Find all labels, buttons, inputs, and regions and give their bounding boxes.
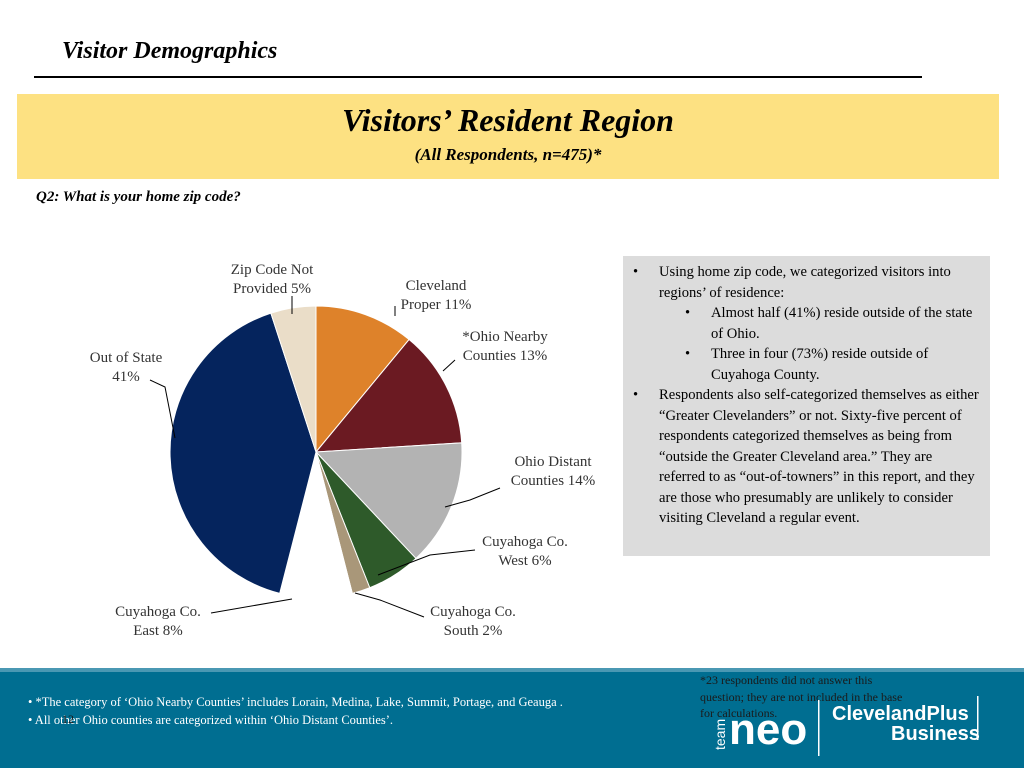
pie-slice-2 xyxy=(314,442,463,560)
chart-subtitle: (All Respondents, n=475)* xyxy=(414,145,602,164)
footer-accent-band xyxy=(0,668,1024,672)
footnote-nonresponse: *23 respondents did not answer this ques… xyxy=(700,673,903,720)
pie-leader-line-6 xyxy=(149,379,176,439)
pie-leader-line-1 xyxy=(442,359,456,372)
footnote-line-2: • All other Ohio counties are categorize… xyxy=(28,713,394,727)
notes-box: • Using home zip code, we categorized vis… xyxy=(623,256,990,556)
pie-slice-1 xyxy=(314,338,463,453)
pie-label-4: Cuyahoga Co. South 2% xyxy=(430,604,516,639)
pie-leader-line-2 xyxy=(444,487,501,508)
notes-bullet-1: • Using home zip code, we categorized vis… xyxy=(633,262,980,385)
pie-leader-line-3 xyxy=(377,549,476,576)
pie-label-2: Ohio Distant Counties 14% xyxy=(511,454,596,489)
chart-title: Visitors’ Resident Region xyxy=(342,102,674,138)
pie-label-3: Cuyahoga Co. West 6% xyxy=(482,534,568,569)
notes-subbullet-1-text: Almost half (41%) reside outside of the … xyxy=(711,305,973,342)
notes-bullet-2-text: Respondents also self-categorized themse… xyxy=(659,387,979,526)
pie-slices xyxy=(169,305,463,599)
pie-label-0: Cleveland Proper 11% xyxy=(401,278,472,313)
title-divider xyxy=(34,76,922,78)
logo-divider xyxy=(818,700,820,756)
footer-bar xyxy=(0,668,1024,768)
pie-slice-0 xyxy=(315,305,410,454)
notes-subbullet-1: • Almost half (41%) reside outside of the… xyxy=(685,305,973,342)
pie-label-6: Out of State 41% xyxy=(90,350,163,385)
pie-slice-6 xyxy=(169,312,317,595)
logo-right-mark xyxy=(977,696,979,740)
pie-slice-7 xyxy=(270,305,317,453)
logo-line-2: Business xyxy=(891,723,980,745)
pie-leader-lines xyxy=(149,296,501,618)
logo-neo-text: neo xyxy=(729,705,807,754)
footnote-categories: • *The category of ‘Ohio Nearby Counties… xyxy=(28,693,708,729)
team-neo-clevelandplus-logo: team neo ClevelandPlus Business xyxy=(712,696,980,756)
pie-label-7: Zip Code Not Provided 5% xyxy=(231,262,314,297)
chart-banner: Visitors’ Resident Region (All Responden… xyxy=(17,94,999,179)
footnote-line-1: • *The category of ‘Ohio Nearby Counties… xyxy=(28,695,563,709)
notes-bullet-1-text: Using home zip code, we categorized visi… xyxy=(659,264,951,301)
page-number: 12 xyxy=(62,712,74,726)
notes-bullet-2: • Respondents also self-categorized thems… xyxy=(633,387,979,526)
page-title: Visitor Demographics xyxy=(62,38,278,64)
logo-line-1: ClevelandPlus xyxy=(832,703,969,725)
pie-label-5: Cuyahoga Co. East 8% xyxy=(115,604,201,639)
notes-subbullet-2-text: Three in four (73%) reside outside of Cu… xyxy=(711,346,929,383)
logo-team-text: team xyxy=(712,719,728,750)
notes-subbullet-2: • Three in four (73%) reside outside of C… xyxy=(685,346,929,383)
survey-question: Q2: What is your home zip code? xyxy=(36,189,241,205)
pie-labels: Cleveland Proper 11% *Ohio Nearby Counties … xyxy=(90,262,596,639)
pie-label-1: *Ohio Nearby Counties 13% xyxy=(462,329,548,364)
pie-leader-line-5 xyxy=(210,598,293,614)
pie-leader-line-4 xyxy=(354,592,425,618)
